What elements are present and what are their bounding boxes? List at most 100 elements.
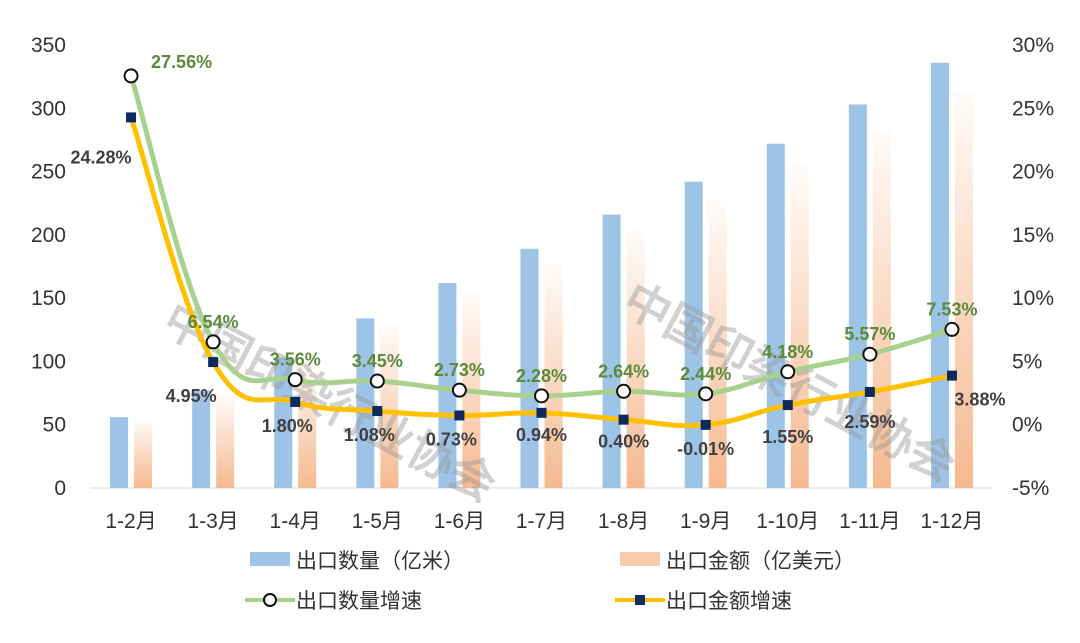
bar-export-quantity [192, 390, 211, 488]
data-label: 0.73% [426, 429, 477, 449]
bar-export-value [298, 361, 317, 488]
bar-export-quantity [438, 282, 457, 488]
y-right-tick-label: -5% [1012, 477, 1049, 500]
marker-quantity-growth [369, 373, 385, 389]
data-label: 0.40% [598, 432, 649, 452]
y-left-tick-label: 350 [31, 34, 66, 57]
marker-value-growth [700, 419, 711, 430]
data-label: 3.88% [954, 390, 1005, 410]
x-tick-label: 1-8月 [598, 510, 649, 533]
marker-quantity-growth [862, 346, 878, 362]
bar-export-value [790, 165, 809, 488]
y-left-tick-label: 300 [31, 97, 66, 120]
bar-export-value [872, 129, 891, 488]
x-tick-label: 1-2月 [105, 510, 156, 533]
marker-value-growth [372, 406, 383, 417]
data-label: 2.59% [844, 412, 895, 432]
bar-export-value [708, 200, 727, 488]
data-label: -0.01% [677, 439, 734, 459]
data-label: 2.44% [680, 364, 731, 384]
bar-export-quantity [110, 417, 129, 488]
y-right-tick-label: 15% [1012, 224, 1054, 247]
marker-value-growth [536, 407, 547, 418]
bar-export-quantity [684, 181, 703, 488]
y-left-tick-label: 100 [31, 350, 66, 373]
marker-quantity-growth [205, 334, 221, 350]
legend-label: 出口金额增速 [666, 590, 792, 613]
legend-label: 出口数量（亿米） [296, 550, 464, 573]
bar-export-value [954, 91, 973, 489]
marker-quantity-growth [287, 372, 303, 388]
y-left-tick-label: 200 [31, 224, 66, 247]
marker-value-growth [946, 370, 957, 381]
marker-quantity-growth [698, 386, 714, 402]
x-tick-label: 1-10月 [756, 510, 819, 533]
legend-marker [263, 593, 277, 607]
y-right-tick-label: 10% [1012, 287, 1054, 310]
legend-marker [635, 595, 645, 605]
data-label: 3.45% [352, 351, 403, 371]
bar-export-value [544, 262, 563, 488]
marker-quantity-growth [780, 364, 796, 380]
bar-export-quantity [766, 143, 785, 488]
y-right-tick-label: 30% [1012, 34, 1054, 57]
y-left-tick-label: 50 [43, 414, 66, 437]
data-label: 0.94% [516, 425, 567, 445]
data-label: 24.28% [71, 147, 132, 167]
marker-quantity-growth [616, 383, 632, 399]
data-label: 2.64% [598, 361, 649, 381]
x-tick-label: 1-7月 [516, 510, 567, 533]
x-tick-label: 1-12月 [920, 510, 983, 533]
bar-export-value [380, 324, 399, 488]
data-label: 2.28% [516, 366, 567, 386]
x-tick-label: 1-5月 [352, 510, 403, 533]
x-tick-label: 1-6月 [434, 510, 485, 533]
data-label: 1.55% [762, 427, 813, 447]
legend-label: 出口金额（亿美元） [666, 550, 855, 573]
marker-value-growth [782, 400, 793, 411]
marker-value-growth [126, 112, 137, 123]
x-tick-label: 1-4月 [270, 510, 321, 533]
y-right-tick-label: 20% [1012, 161, 1054, 184]
marker-quantity-growth [944, 321, 960, 337]
data-label: 4.18% [762, 342, 813, 362]
x-tick-label: 1-11月 [839, 510, 900, 533]
bar-export-value [216, 395, 235, 488]
bar-export-quantity [356, 318, 375, 488]
y-left-tick-label: 150 [31, 287, 66, 310]
marker-value-growth [290, 396, 301, 407]
x-tick-label: 1-9月 [680, 510, 731, 533]
bar-export-value [134, 419, 153, 488]
y-right-tick-label: 0% [1012, 414, 1042, 437]
data-label: 5.57% [844, 324, 895, 344]
data-label: 3.56% [270, 350, 321, 370]
data-label: 4.95% [166, 386, 217, 406]
data-label: 1.80% [262, 416, 313, 436]
data-label: 7.53% [926, 299, 977, 319]
data-label: 6.54% [188, 312, 239, 332]
x-tick-label: 1-3月 [187, 510, 238, 533]
y-left-tick-label: 250 [31, 161, 66, 184]
y-right-tick-label: 5% [1012, 350, 1042, 373]
data-label: 27.56% [151, 52, 212, 72]
bar-export-quantity [274, 357, 293, 488]
marker-value-growth [454, 410, 465, 421]
y-right-tick-label: 25% [1012, 97, 1054, 120]
legend-swatch [620, 552, 660, 566]
data-label: 1.08% [344, 425, 395, 445]
marker-quantity-growth [451, 382, 467, 398]
bar-export-quantity [930, 62, 949, 488]
data-label: 2.73% [434, 360, 485, 380]
marker-quantity-growth [123, 68, 139, 84]
marker-value-growth [208, 357, 219, 368]
legend-label: 出口数量增速 [296, 590, 422, 613]
marker-value-growth [618, 414, 629, 425]
bar-export-quantity [520, 248, 539, 488]
line-quantity-growth [128, 75, 953, 399]
y-left-tick-label: 0 [54, 477, 66, 500]
marker-quantity-growth [534, 388, 549, 404]
line-value-growth [128, 116, 953, 429]
legend-swatch [250, 552, 290, 566]
